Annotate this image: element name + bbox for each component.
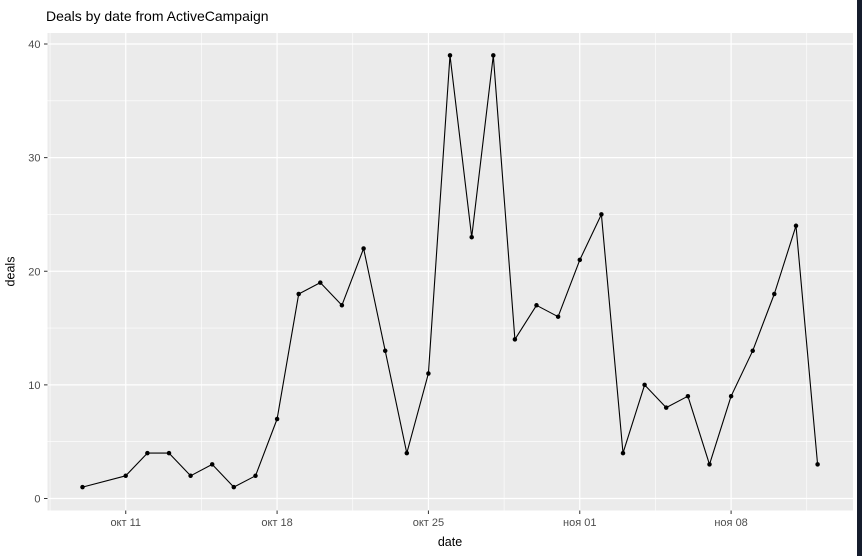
data-point	[577, 257, 583, 263]
data-point	[253, 473, 258, 479]
data-point	[80, 484, 85, 490]
data-point	[209, 462, 215, 467]
y-tick-labels: 0 10 20 30 40	[28, 39, 40, 506]
data-point	[685, 393, 691, 399]
data-point	[339, 303, 345, 308]
x-axis-title: date	[438, 535, 462, 549]
data-point	[534, 303, 539, 308]
data-point	[166, 450, 172, 456]
data-point	[772, 291, 777, 297]
data-point	[231, 484, 237, 490]
x-tick-labels: окт 11 окт 18 окт 25 ноя 01 ноя 08	[110, 517, 747, 529]
gridlines-major	[47, 33, 853, 511]
y-tick-label: 10	[28, 380, 40, 392]
axis-tick-marks	[44, 43, 732, 514]
y-tick-label: 30	[28, 153, 40, 165]
data-point	[469, 234, 474, 240]
data-point	[707, 462, 712, 467]
window-right-border	[857, 0, 862, 556]
data-point	[188, 473, 193, 479]
y-tick-label: 40	[28, 39, 40, 51]
x-tick-label: окт 25	[413, 517, 444, 529]
data-point	[815, 462, 820, 467]
data-point	[296, 291, 301, 297]
data-point	[555, 314, 561, 319]
data-point	[750, 348, 755, 354]
data-point	[620, 450, 626, 456]
x-tick-label: окт 11	[110, 517, 141, 529]
data-point	[599, 212, 604, 217]
data-point	[274, 416, 280, 422]
data-series	[80, 53, 820, 490]
data-point	[728, 393, 734, 399]
data-point	[123, 473, 128, 479]
data-point	[663, 405, 669, 410]
data-point	[447, 53, 453, 58]
data-point	[793, 223, 799, 229]
data-point	[642, 382, 647, 388]
y-tick-label: 20	[28, 266, 40, 278]
data-point	[404, 450, 410, 456]
data-point	[145, 450, 150, 456]
data-point	[361, 246, 366, 251]
data-point	[426, 371, 431, 376]
series-line	[82, 54, 819, 488]
data-point	[382, 348, 388, 354]
data-point	[491, 53, 496, 58]
x-tick-label: ноя 01	[563, 517, 596, 529]
y-axis-title: deals	[4, 257, 18, 287]
y-tick-label: 0	[34, 494, 40, 506]
x-tick-label: ноя 08	[714, 517, 747, 529]
data-point	[512, 337, 518, 342]
x-tick-label: окт 18	[261, 517, 292, 529]
chart-title: Deals by date from ActiveCampaign	[46, 8, 269, 24]
data-point	[318, 280, 323, 285]
